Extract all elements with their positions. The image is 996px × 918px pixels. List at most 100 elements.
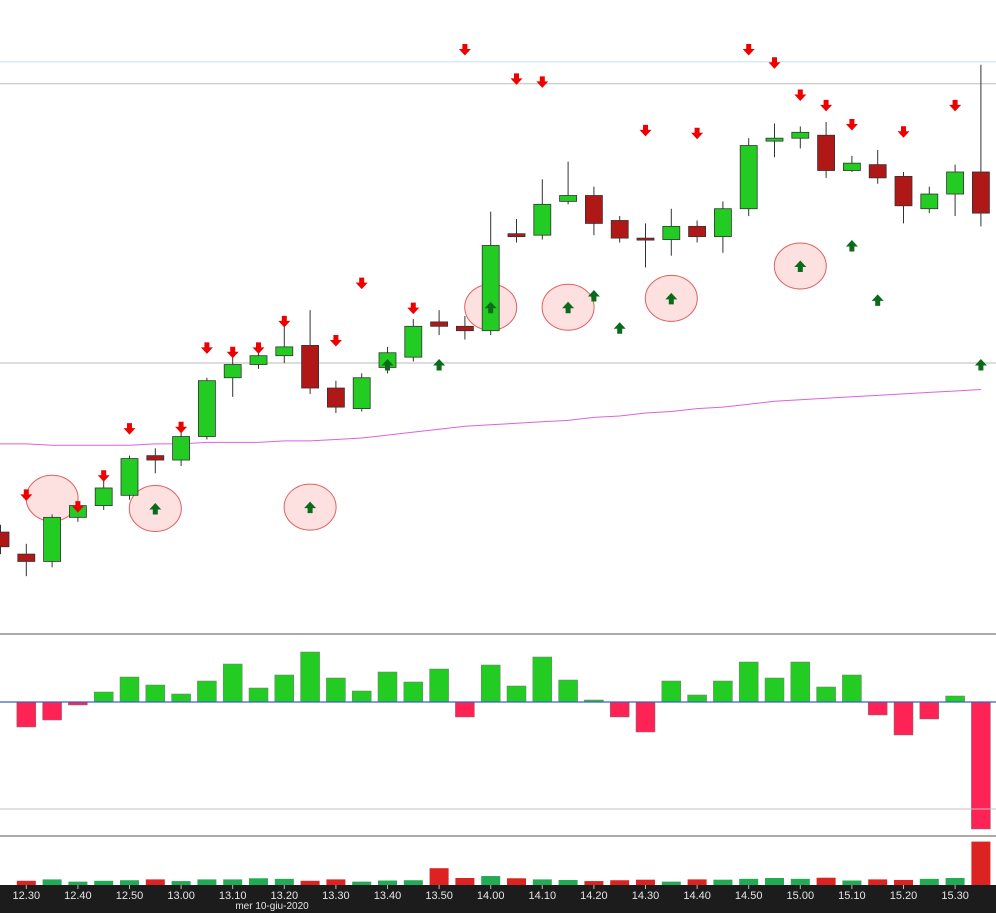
volume-bar — [249, 878, 268, 885]
candle-body — [223, 364, 242, 379]
candle — [430, 310, 449, 336]
candle — [326, 380, 345, 414]
x-tick-label: 13.00 — [167, 890, 195, 902]
candle-body — [94, 487, 113, 507]
oscillator-bar — [816, 686, 836, 703]
candle — [946, 164, 964, 217]
oscillator-bar — [455, 701, 475, 718]
down-arrow-icon — [536, 76, 549, 88]
oscillator-bar — [119, 676, 140, 703]
volume-bar — [532, 879, 552, 885]
volume-panel — [16, 841, 991, 885]
oscillator-bar — [945, 695, 965, 703]
x-tick-label: 12.40 — [64, 890, 92, 902]
down-arrow-icon — [820, 99, 833, 112]
candle — [662, 208, 681, 256]
x-tick-label: 15.10 — [838, 890, 866, 902]
candle-body — [172, 436, 191, 461]
candle-body — [120, 458, 139, 496]
x-tick-label: 14.20 — [580, 890, 608, 902]
volume-bar — [145, 879, 165, 885]
time-axis-ticks: 12.30 12.40 12.50 13.00 13.10 13.20 13.30 13.40… — [13, 885, 969, 902]
candle-body — [146, 455, 165, 461]
candle-body — [430, 321, 449, 327]
down-arrow-icon — [794, 89, 807, 102]
candle-body — [817, 134, 835, 171]
candle — [636, 223, 655, 268]
volume-bar — [868, 879, 888, 885]
volume-bar — [584, 881, 604, 885]
x-tick-label: 12.50 — [116, 890, 144, 902]
x-tick-label: 14.00 — [477, 890, 505, 902]
x-tick-label: 15.30 — [941, 890, 969, 902]
candle — [585, 186, 603, 236]
up-arrow-icon — [484, 301, 497, 314]
oscillator-bar — [42, 701, 62, 721]
volume-bar — [610, 880, 630, 885]
down-arrow-icon — [845, 118, 858, 131]
down-arrow-icon — [691, 127, 704, 140]
x-tick-label: 13.20 — [271, 890, 299, 902]
candle-body — [17, 553, 36, 562]
candle-body — [868, 164, 887, 179]
down-arrow-icon — [20, 489, 33, 501]
oscillator-bar — [506, 685, 527, 703]
down-arrow-icon — [407, 302, 420, 315]
candle — [559, 161, 577, 205]
volume-bar — [816, 877, 836, 885]
candle — [481, 211, 500, 336]
down-arrow-icon — [458, 44, 471, 56]
down-arrow-icon — [226, 346, 239, 359]
oscillator-bar — [738, 661, 759, 703]
candle — [765, 123, 784, 158]
volume-bar — [558, 879, 578, 885]
oscillator-bar — [480, 664, 501, 703]
candle — [714, 201, 732, 253]
volume-bar — [326, 879, 346, 885]
candle — [533, 179, 552, 240]
oscillator-bar — [919, 701, 940, 720]
oscillator-bar — [635, 701, 656, 733]
oscillator-bar — [300, 651, 320, 703]
volume-bar — [68, 881, 88, 885]
oscillator-bar — [171, 693, 191, 703]
candle-body — [585, 195, 603, 224]
candle-body — [507, 233, 526, 238]
volume-bar — [919, 878, 939, 885]
up-arrow-icon — [974, 359, 987, 371]
oscillator-panel — [16, 651, 991, 830]
down-arrow-icon — [175, 421, 188, 434]
oscillator-bar — [16, 701, 37, 728]
candle — [791, 126, 810, 149]
candle-body — [559, 195, 577, 202]
oscillator-bar — [403, 681, 424, 703]
oscillator-bar — [661, 680, 682, 703]
up-arrow-icon — [845, 239, 858, 252]
down-arrow-icon — [200, 342, 213, 354]
up-arrow-icon — [587, 289, 600, 302]
candle — [0, 524, 10, 555]
highlight-circles — [25, 242, 827, 533]
up-arrow-icon — [304, 501, 317, 514]
volume-bar — [790, 878, 810, 885]
volume-bar — [42, 879, 62, 885]
oscillator-bar — [713, 680, 733, 703]
candle-body — [946, 171, 964, 195]
candle — [972, 64, 990, 227]
down-arrow-icon — [252, 342, 265, 354]
oscillator-bar — [867, 701, 888, 716]
up-arrow-icon — [433, 359, 446, 371]
x-tick-label: 14.10 — [529, 890, 557, 902]
volume-bar — [197, 879, 217, 885]
up-signal-arrows — [149, 239, 987, 515]
candle — [94, 476, 113, 511]
candle — [172, 429, 191, 466]
candle — [507, 219, 526, 243]
candle-body — [326, 387, 345, 408]
candle-body — [455, 325, 474, 332]
oscillator-bar — [893, 701, 914, 736]
candle — [868, 149, 887, 184]
x-tick-label: 13.10 — [219, 890, 247, 902]
volume-bar — [120, 880, 139, 885]
volume-bar — [94, 880, 114, 885]
